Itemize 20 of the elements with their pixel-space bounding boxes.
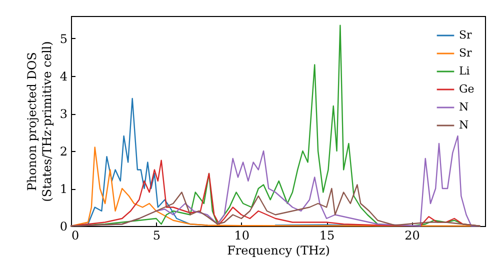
line-series bbox=[70, 184, 480, 227]
x-tick-label: 20 bbox=[404, 228, 420, 242]
x-tick-label: 15 bbox=[319, 228, 335, 242]
y-tick-label: 2 bbox=[60, 144, 68, 158]
x-tick-label: 10 bbox=[234, 228, 250, 242]
x-tick-label: 5 bbox=[152, 228, 161, 242]
legend-label: Ge bbox=[459, 82, 474, 96]
legend-label: Li bbox=[459, 64, 470, 78]
y-tick-label: 3 bbox=[60, 107, 68, 121]
y-tick-label: 1 bbox=[60, 182, 68, 196]
legend-label: Sr bbox=[459, 46, 473, 60]
x-tick-label: 0 bbox=[72, 228, 80, 242]
y-tick-label: 0 bbox=[60, 220, 68, 234]
y-tick-label: 5 bbox=[60, 32, 68, 46]
legend-label: N bbox=[459, 118, 469, 132]
y-axis-title: Phonon projected DOS (States/THz·primitive cell) bbox=[24, 41, 54, 202]
x-axis-title: Frequency (THz) bbox=[227, 244, 330, 258]
legend-label: N bbox=[459, 100, 469, 114]
y-tick-label: 4 bbox=[60, 70, 68, 84]
legend-label: Sr bbox=[459, 28, 473, 42]
